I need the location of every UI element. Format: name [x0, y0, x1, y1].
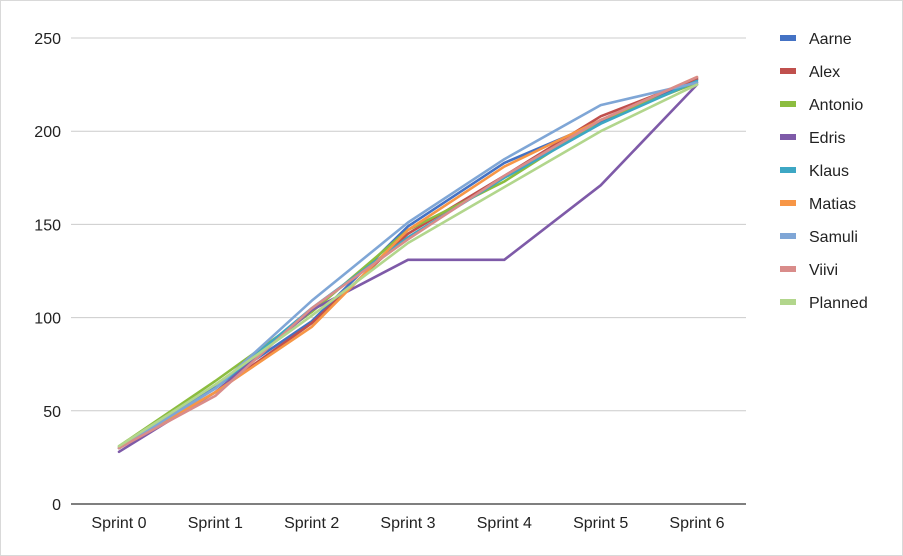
x-tick-label: Sprint 4 [477, 515, 532, 532]
y-tick-label: 250 [34, 31, 61, 48]
legend-label: Alex [809, 64, 840, 81]
legend-label: Samuli [809, 229, 858, 246]
series-line-planned [117, 83, 699, 448]
series-lines [117, 75, 699, 454]
legend-swatch [780, 233, 796, 239]
legend-swatch [780, 266, 796, 272]
series-line-viivi [117, 75, 699, 450]
legend-swatch [780, 167, 796, 173]
y-tick-label: 0 [52, 497, 61, 514]
legend-swatch [780, 299, 796, 305]
legend-label: Viivi [809, 262, 838, 279]
y-tick-label: 200 [34, 124, 61, 141]
y-tick-label: 150 [34, 217, 61, 234]
x-tick-label: Sprint 3 [380, 515, 435, 532]
series-line-samuli [117, 81, 699, 450]
y-tick-label: 100 [34, 311, 61, 328]
legend-item-alex: Alex [780, 64, 840, 81]
legend-swatch [780, 35, 796, 41]
legend-item-planned: Planned [780, 295, 868, 312]
legend-label: Klaus [809, 163, 849, 180]
legend-swatch [780, 68, 796, 74]
legend-label: Planned [809, 295, 868, 312]
legend-item-matias: Matias [780, 196, 856, 213]
x-tick-label: Sprint 5 [573, 515, 628, 532]
legend-label: Matias [809, 196, 856, 213]
legend-swatch [780, 101, 796, 107]
legend-swatch [780, 200, 796, 206]
x-tick-label: Sprint 6 [669, 515, 724, 532]
series-line-aarne [117, 77, 699, 450]
x-tick-label: Sprint 0 [91, 515, 146, 532]
legend-item-samuli: Samuli [780, 229, 858, 246]
x-axis-tick-labels: Sprint 0 Sprint 1 Sprint 2 Sprint 3 Sprint 4… [91, 515, 724, 532]
y-tick-label: 50 [43, 404, 61, 421]
legend-label: Edris [809, 130, 845, 147]
legend-label: Aarne [809, 31, 852, 48]
legend: Aarne Alex Antonio Edris Klaus Matias Samuli Vi… [780, 31, 868, 312]
legend-label: Antonio [809, 97, 863, 114]
x-tick-label: Sprint 1 [188, 515, 243, 532]
legend-item-viivi: Viivi [780, 262, 838, 279]
legend-item-antonio: Antonio [780, 97, 863, 114]
legend-item-klaus: Klaus [780, 163, 849, 180]
legend-item-aarne: Aarne [780, 31, 852, 48]
y-axis-tick-labels: 0 50 100 150 200 250 [34, 31, 61, 514]
legend-item-edris: Edris [780, 130, 845, 147]
x-tick-label: Sprint 2 [284, 515, 339, 532]
gridlines [71, 37, 746, 505]
legend-swatch [780, 134, 796, 140]
